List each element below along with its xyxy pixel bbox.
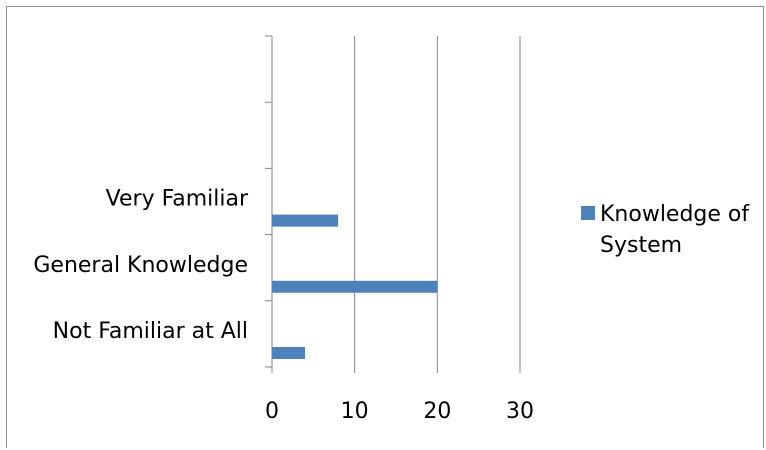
category-label: General Knowledge bbox=[33, 253, 248, 278]
legend-swatch bbox=[581, 206, 595, 220]
legend: Knowledge of System bbox=[581, 202, 750, 258]
category-labels: Not Familiar at All General Knowledge Very… bbox=[33, 187, 249, 344]
bars bbox=[272, 214, 438, 359]
tick-labels: 0 10 20 30 bbox=[265, 399, 534, 424]
bar bbox=[272, 214, 339, 227]
legend-label-line1: Knowledge of bbox=[600, 202, 750, 227]
bar bbox=[272, 280, 438, 293]
x-tick-label: 0 bbox=[265, 399, 279, 424]
x-tick-label: 10 bbox=[341, 399, 369, 424]
legend-label-line2: System bbox=[600, 233, 682, 258]
gridlines bbox=[354, 36, 521, 367]
chart-frame bbox=[6, 6, 764, 448]
category-axis bbox=[265, 35, 521, 373]
x-tick-label: 30 bbox=[506, 399, 534, 424]
bar bbox=[272, 347, 306, 359]
category-label: Very Familiar bbox=[106, 187, 249, 212]
category-label: Not Familiar at All bbox=[53, 319, 248, 344]
x-tick-label: 20 bbox=[423, 399, 451, 424]
